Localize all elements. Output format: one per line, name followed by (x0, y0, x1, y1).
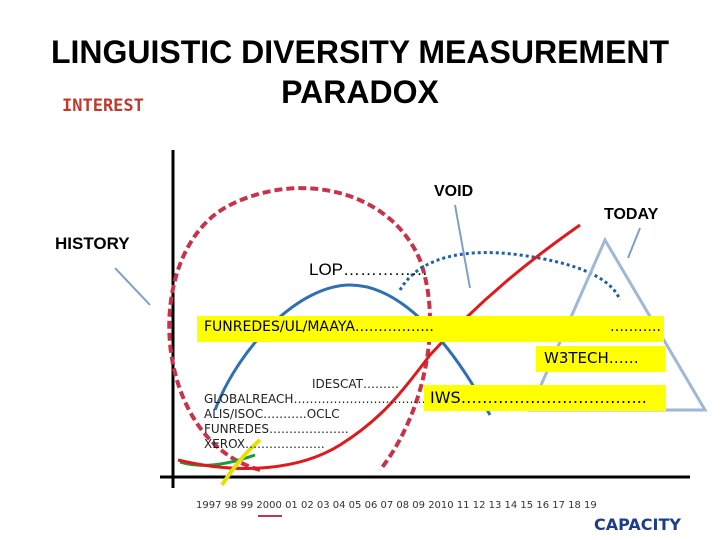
funredes-dots: ……….. (610, 319, 661, 335)
void-circle (398, 251, 622, 301)
funredes-label: FUNREDES/UL/MAAYA…………….. (204, 319, 434, 335)
w3tech-highlight (536, 346, 665, 372)
green-curve (179, 453, 256, 467)
title-line-1: LINGUISTIC DIVERSITY MEASUREMENT (50, 34, 670, 70)
idescat-label: IDESCAT……… (312, 377, 399, 391)
funredes-highlight (197, 316, 664, 342)
void-label: VOID (434, 183, 474, 200)
today-label: TODAY (604, 206, 659, 223)
title-line-2: PARADOX (281, 74, 439, 110)
red-curve (177, 223, 581, 470)
capacity-label: CAPACITY (594, 515, 681, 534)
iws-label: IWS…………………………….. (430, 388, 647, 407)
iws-highlight (424, 385, 666, 411)
page-title: LINGUISTIC DIVERSITY MEASUREMENT PARADOX (0, 32, 720, 112)
void-pointer (454, 204, 471, 289)
funredes-list-label: FUNREDES……………….. (204, 422, 349, 436)
w3tech-label: W3TECH…… (544, 349, 639, 367)
xerox-label: XEROX……………….. (204, 437, 325, 451)
blue-curve (213, 283, 492, 416)
alis-label: ALIS/ISOC………..OCLC (204, 407, 340, 421)
history-pointer (114, 267, 151, 306)
globalreach-label: GLOBALREACH…………………………….. (204, 392, 434, 406)
lop-label: LOP…………… (309, 260, 429, 279)
yellow-curve (220, 438, 262, 487)
today-pointer (627, 227, 641, 259)
year-axis-labels: 1997 98 99 2000 01 02 03 04 05 06 07 08 … (196, 500, 597, 511)
history-label: HISTORY (55, 234, 130, 253)
history-circle (167, 186, 432, 472)
interest-label: INTEREST (62, 96, 144, 116)
